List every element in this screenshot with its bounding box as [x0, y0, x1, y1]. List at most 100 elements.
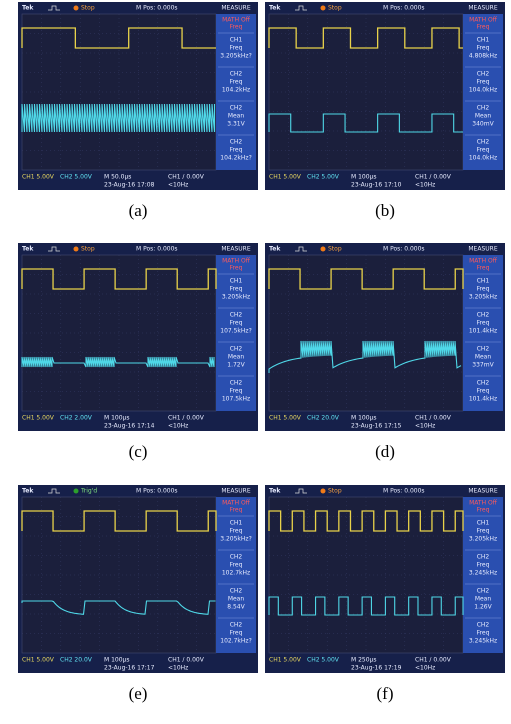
trigger-level: CH1 ∕ 0.00V [168, 415, 205, 422]
readout: Mean [475, 354, 492, 361]
readout: CH1 [477, 520, 490, 527]
readout: CH2 [230, 105, 243, 112]
status-dot [320, 246, 326, 252]
measure-title: MEASURE [468, 488, 497, 495]
trigger-icon [48, 488, 60, 494]
readout: 340mV [472, 121, 494, 128]
readout: CH2 [477, 622, 490, 629]
readout: 3.205kHz [469, 294, 497, 301]
readout: 104.2kHz [222, 87, 250, 94]
status: Stop [81, 246, 95, 253]
date: 23-Aug-16 17:10 [351, 182, 402, 189]
readout: Freq [230, 320, 243, 327]
caption: (f) [377, 684, 394, 703]
ch2-trace [268, 113, 463, 133]
readout: CH1 [230, 278, 243, 285]
trigger-rate: <10Hz [415, 665, 435, 672]
readout: Freq [230, 45, 243, 52]
math-kind: Freq [230, 24, 243, 31]
brand: Tek [269, 246, 281, 253]
readout: 107.5kHz? [220, 328, 252, 335]
readout: Freq [230, 147, 243, 154]
ch1-scale: CH1 5.00V [269, 174, 302, 181]
ch2-scale: CH2 20.0V [60, 657, 93, 664]
readout: Freq [230, 630, 243, 637]
ch2-trace [268, 340, 462, 373]
readout: Freq [477, 528, 490, 535]
m-pos: M Pos: 0.000s [383, 5, 425, 12]
readout: CH1 [230, 37, 243, 44]
m-pos: M Pos: 0.000s [136, 488, 178, 495]
math-label: MATH Off [222, 258, 251, 265]
readout: 337mV [472, 362, 494, 369]
math-kind: Freq [477, 24, 490, 31]
time-scale: M 100µs [351, 174, 376, 181]
date: 23-Aug-16 17:14 [104, 423, 155, 430]
readout: 1.72V [227, 362, 245, 369]
readout: 8.54V [227, 604, 245, 611]
readout: 3.205kHz? [220, 53, 252, 60]
readout: CH2 [477, 139, 490, 146]
m-pos: M Pos: 0.000s [136, 5, 178, 12]
math-label: MATH Off [469, 258, 498, 265]
math-kind: Freq [477, 507, 490, 514]
ch2-scale: CH2 5.00V [60, 174, 93, 181]
readout: Freq [477, 388, 490, 395]
measure-title: MEASURE [221, 246, 250, 253]
trigger-icon [295, 246, 307, 252]
readout: 104.2kHz? [220, 155, 252, 162]
readout: 3.31V [227, 121, 245, 128]
date: 23-Aug-16 17:08 [104, 182, 155, 189]
readout: 3.205kHz [222, 294, 250, 301]
m-pos: M Pos: 0.000s [136, 246, 178, 253]
readout: 104.0kHz [469, 155, 497, 162]
readout: 101.4kHz [469, 396, 497, 403]
ch2-trace [21, 356, 215, 368]
readout: CH2 [477, 71, 490, 78]
ch1-trace [21, 510, 217, 532]
trigger-level: CH1 ∕ 0.00V [415, 657, 452, 664]
trigger-level: CH1 ∕ 0.00V [168, 174, 205, 181]
status-dot [73, 246, 79, 252]
brand: Tek [22, 488, 34, 495]
readout: CH2 [230, 71, 243, 78]
readout: Freq [477, 320, 490, 327]
ch2-scale: CH2 5.00V [307, 174, 340, 181]
readout: CH2 [230, 588, 243, 595]
readout: 101.4kHz [469, 328, 497, 335]
ch2-trace [21, 103, 216, 133]
readout: Mean [228, 596, 245, 603]
caption: (c) [129, 442, 148, 461]
ch1-trace [268, 268, 464, 290]
ch2-scale: CH2 5.00V [307, 657, 340, 664]
readout: Freq [477, 286, 490, 293]
trigger-icon [295, 5, 307, 11]
readout: Freq [230, 562, 243, 569]
math-label: MATH Off [222, 17, 251, 24]
readout: CH1 [477, 37, 490, 44]
caption: (d) [375, 442, 395, 461]
math-label: MATH Off [469, 17, 498, 24]
status: Stop [328, 488, 342, 495]
readout: Freq [230, 388, 243, 395]
status: Trig'd [80, 488, 97, 495]
trigger-level: CH1 ∕ 0.00V [168, 657, 205, 664]
ch1-scale: CH1 5.00V [269, 415, 302, 422]
time-scale: M 100µs [104, 415, 129, 422]
readout: 102.7kHz [222, 570, 250, 577]
readout: 104.0kHz [469, 87, 497, 94]
time-scale: M 100µs [351, 415, 376, 422]
status-dot [320, 488, 326, 494]
readout: Mean [475, 596, 492, 603]
date: 23-Aug-16 17:19 [351, 665, 402, 672]
readout: 4.808kHz [469, 53, 497, 60]
status-dot [73, 5, 79, 11]
trigger-icon [48, 246, 60, 252]
date: 23-Aug-16 17:17 [104, 665, 155, 672]
readout: 102.7kHz? [220, 638, 252, 645]
